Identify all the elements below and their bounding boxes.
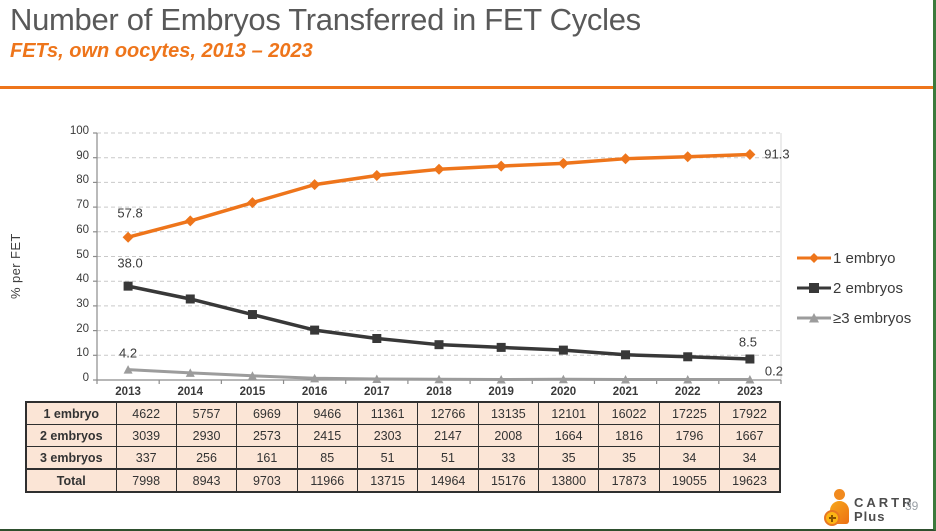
person-head-icon xyxy=(834,489,845,500)
table-cell: 3039 xyxy=(115,424,177,447)
table-cell: 13135 xyxy=(477,401,540,425)
legend-diamond-icon xyxy=(797,253,831,263)
table-cell: 6969 xyxy=(236,401,298,425)
table-cell: 14964 xyxy=(417,468,479,493)
table-row-label: 1 embryo xyxy=(25,401,117,425)
legend-square-icon xyxy=(797,283,831,293)
table-cell: 19623 xyxy=(719,468,781,493)
logo-text-line1: CARTR xyxy=(854,495,915,510)
table-cell: 5757 xyxy=(175,401,238,425)
table-cell: 1667 xyxy=(719,424,781,447)
plus-badge-icon xyxy=(824,510,840,526)
data-table-body: 1 embryo 4622 5757 6969 9466 11361 12766 13135 1… xyxy=(25,401,781,493)
table-cell: 2303 xyxy=(356,424,419,447)
table-row: 1 embryo 4622 5757 6969 9466 11361 12766 13135 1… xyxy=(25,401,781,425)
chart-legend: 1 embryo 2 embryos ≥3 embryos xyxy=(797,247,911,329)
table-cell: 256 xyxy=(175,446,238,470)
title-divider xyxy=(0,86,933,89)
table-cell: 34 xyxy=(658,446,721,470)
table-cell: 51 xyxy=(417,446,479,470)
table-cell: 51 xyxy=(356,446,419,470)
legend-item-3: ≥3 embryos xyxy=(797,307,911,329)
table-cell: 2573 xyxy=(236,424,298,447)
table-cell: 19055 xyxy=(658,468,721,493)
table-cell: 35 xyxy=(598,446,660,470)
table-cell: 16022 xyxy=(598,401,660,425)
table-row-label: 2 embryos xyxy=(25,424,117,447)
table-cell: 33 xyxy=(477,446,540,470)
table-cell: 12766 xyxy=(417,401,479,425)
table-cell: 7998 xyxy=(115,468,177,493)
table-cell: 17922 xyxy=(719,401,781,425)
table-cell: 17873 xyxy=(598,468,660,493)
table-row: 2 embryos 3039 2930 2573 2415 2303 2147 2008 166… xyxy=(25,424,781,447)
table-cell: 15176 xyxy=(477,468,540,493)
table-cell: 35 xyxy=(538,446,600,470)
page-subtitle: FETs, own oocytes, 2013 – 2023 xyxy=(10,40,313,62)
table-cell: 1796 xyxy=(658,424,721,447)
table-row-label: 3 embryos xyxy=(25,446,117,470)
legend-item-2: 2 embryos xyxy=(797,277,911,299)
legend-label: ≥3 embryos xyxy=(833,309,912,327)
table-cell: 337 xyxy=(115,446,177,470)
table-cell: 2930 xyxy=(175,424,238,447)
cartr-plus-logo: CARTR Plus xyxy=(824,489,915,526)
table-cell: 1816 xyxy=(598,424,660,447)
table-cell: 9466 xyxy=(296,401,358,425)
table-cell: 13800 xyxy=(538,468,600,493)
logo-text: CARTR Plus xyxy=(854,495,915,525)
table-cell: 2415 xyxy=(296,424,358,447)
table-cell: 2008 xyxy=(477,424,540,447)
legend-item-1: 1 embryo xyxy=(797,247,911,269)
table-cell: 11361 xyxy=(356,401,419,425)
legend-label: 1 embryo xyxy=(833,249,896,267)
table-cell: 17225 xyxy=(658,401,721,425)
legend-label: 2 embryos xyxy=(833,279,904,297)
table-cell: 4622 xyxy=(115,401,177,425)
table-cell: 12101 xyxy=(538,401,600,425)
table-cell: 2147 xyxy=(417,424,479,447)
table-row: Total 7998 8943 9703 11966 13715 14964 15176 138… xyxy=(25,468,781,493)
table-cell: 13715 xyxy=(356,468,419,493)
table-cell: 85 xyxy=(296,446,358,470)
series-triangle xyxy=(123,365,755,384)
page-title: Number of Embryos Transferred in FET Cyc… xyxy=(10,2,641,37)
table-cell: 1664 xyxy=(538,424,600,447)
table-cell: 11966 xyxy=(296,468,358,493)
logo-text-line2: Plus xyxy=(854,509,886,525)
table-cell: 161 xyxy=(236,446,298,470)
page-number: 39 xyxy=(905,499,919,513)
table-row-label: Total xyxy=(25,468,117,493)
table-cell: 34 xyxy=(719,446,781,470)
table-cell: 8943 xyxy=(175,468,238,493)
table-cell: 9703 xyxy=(236,468,298,493)
data-table: 1 embryo 4622 5757 6969 9466 11361 12766 13135 1… xyxy=(25,401,781,493)
table-row: 3 embryos 337 256 161 85 51 51 33 35 35 34 34 xyxy=(25,446,781,470)
person-icon xyxy=(824,489,850,526)
y-axis-title: % per FET xyxy=(8,233,23,299)
series-square xyxy=(123,281,755,364)
legend-triangle-icon xyxy=(797,313,831,323)
series-diamond xyxy=(122,148,756,243)
